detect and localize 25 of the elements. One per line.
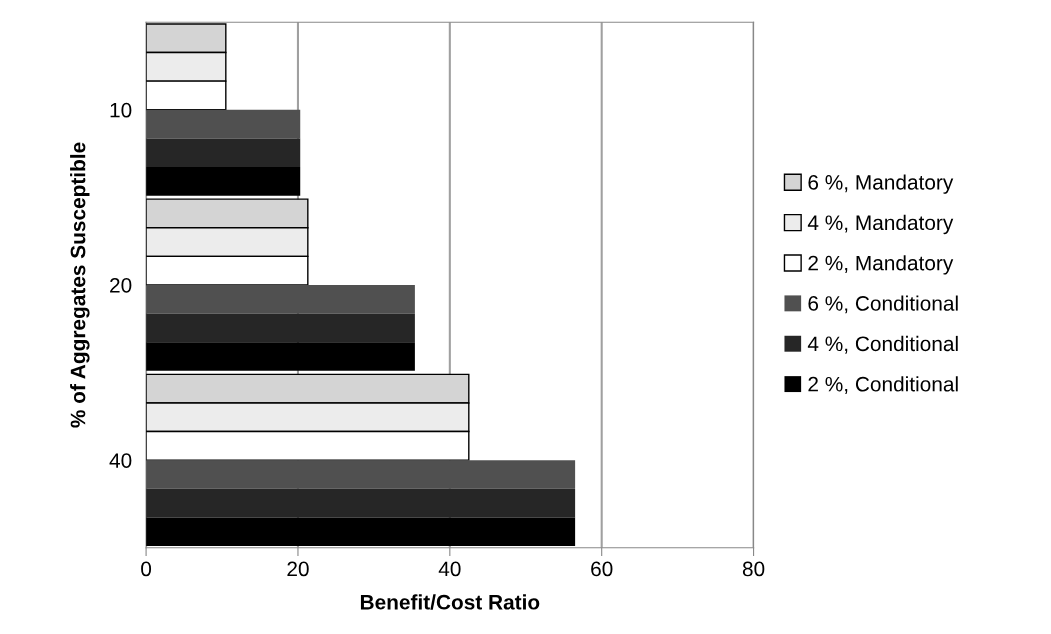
x-tick-label: 40: [438, 561, 461, 577]
x-tick-label: 60: [591, 561, 613, 577]
bar: [146, 488, 576, 518]
legend-label: 2 %, Conditional: [808, 376, 958, 394]
bar: [146, 284, 415, 314]
bar: [146, 138, 301, 168]
bar: [146, 109, 301, 139]
y-tick-label: 20: [110, 277, 132, 293]
x-tick-label: 80: [742, 561, 765, 577]
y-axis-title: % of Aggregates Susceptible: [70, 142, 90, 428]
legend-label: 6 %, Mandatory: [808, 174, 954, 194]
x-axis-title: Benefit/Cost Ratio: [360, 594, 540, 610]
y-tick-label: 40: [109, 453, 132, 468]
bar: [146, 460, 576, 489]
legend-label: 4 %, Conditional: [807, 335, 958, 354]
bar: [146, 342, 415, 371]
legend-label: 4 %, Mandatory: [807, 214, 954, 235]
x-tick-label: 0: [141, 561, 152, 577]
x-tick-label: 20: [287, 561, 309, 577]
legend-label: 2 %, Mandatory: [808, 255, 954, 275]
bar: [146, 313, 415, 343]
legend-label: 6 %, Conditional: [808, 295, 958, 314]
bar: [146, 517, 576, 547]
y-tick-label: 10: [110, 102, 132, 118]
bar: [146, 167, 301, 196]
